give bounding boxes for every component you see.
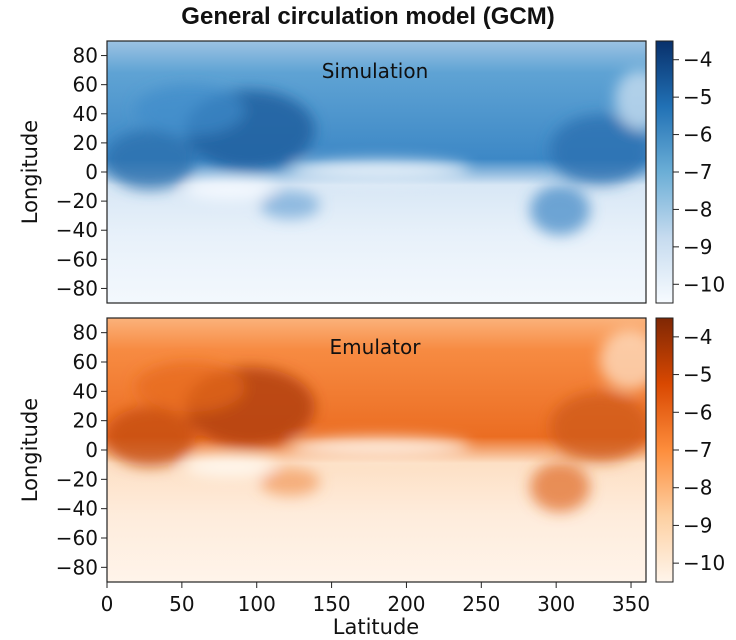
emulator-colorbar-tick-label: −4 bbox=[683, 325, 712, 349]
simulation-y-tick-label: 0 bbox=[85, 160, 98, 184]
emulator-y-tick-label: 60 bbox=[73, 350, 98, 374]
emulator-y-tick-label: 80 bbox=[73, 321, 98, 345]
emulator-y-tick-label: −40 bbox=[56, 497, 98, 521]
emulator-x-tick-label: 250 bbox=[462, 592, 500, 616]
simulation-colorbar-ticks: −4 −5 −6 −7 −8 −9 −10 bbox=[673, 48, 725, 296]
emulator-x-tick-label: 350 bbox=[612, 592, 650, 616]
emulator-colorbar-tick-label: −5 bbox=[683, 363, 712, 387]
emulator-ylabel: Longitude bbox=[18, 398, 42, 502]
simulation-colorbar-tick-label: −10 bbox=[683, 272, 725, 296]
simulation-panel-label: Simulation bbox=[322, 59, 429, 83]
emulator-colorbar-ticks: −4 −5 −6 −7 −8 −9 −10 bbox=[673, 325, 725, 575]
emulator-colorbar-tick-label: −10 bbox=[683, 551, 725, 575]
simulation-colorbar bbox=[655, 40, 674, 304]
emulator-field bbox=[107, 318, 646, 582]
emulator-y-tick-label: −80 bbox=[56, 555, 98, 579]
emulator-x-tick-label: 100 bbox=[238, 592, 276, 616]
simulation-y-tick-label: −40 bbox=[56, 218, 98, 242]
simulation-panel: Simulation Longitude 80 60 40 20 0 −20 −40 −60 −… bbox=[18, 40, 725, 304]
emulator-colorbar bbox=[655, 317, 674, 583]
simulation-y-ticks: 80 60 40 20 0 −20 −40 −60 −80 bbox=[56, 44, 107, 300]
emulator-y-tick-label: 0 bbox=[85, 438, 98, 462]
figure-title: General circulation model (GCM) bbox=[181, 3, 555, 30]
emulator-colorbar-tick-label: −8 bbox=[683, 476, 712, 500]
emulator-x-tick-label: 50 bbox=[169, 592, 194, 616]
emulator-x-tick-label: 200 bbox=[387, 592, 425, 616]
simulation-colorbar-tick-label: −6 bbox=[683, 123, 712, 147]
simulation-y-tick-label: 40 bbox=[73, 102, 98, 126]
emulator-y-tick-label: −60 bbox=[56, 526, 98, 550]
simulation-colorbar-tick-label: −4 bbox=[683, 48, 712, 72]
emulator-colorbar-tick-label: −9 bbox=[683, 513, 712, 537]
emulator-y-tick-label: 20 bbox=[73, 409, 98, 433]
simulation-colorbar-tick-label: −9 bbox=[683, 235, 712, 259]
emulator-x-tick-label: 0 bbox=[101, 592, 114, 616]
emulator-y-tick-label: 40 bbox=[73, 379, 98, 403]
simulation-y-tick-label: −80 bbox=[56, 276, 98, 300]
simulation-field bbox=[107, 41, 646, 303]
simulation-y-tick-label: 60 bbox=[73, 73, 98, 97]
emulator-x-tick-label: 300 bbox=[537, 592, 575, 616]
simulation-y-tick-label: −20 bbox=[56, 189, 98, 213]
emulator-xlabel: Latitude bbox=[333, 615, 419, 639]
emulator-panel: Emulator Longitude 806040200−20−40−60−80… bbox=[18, 317, 725, 639]
emulator-y-tick-label: −20 bbox=[56, 467, 98, 491]
emulator-y-ticks: 80 60 40 20 0 −20 −40 −60 −80 bbox=[56, 321, 107, 579]
simulation-y-tick-label: −60 bbox=[56, 247, 98, 271]
simulation-y-tick-label: 20 bbox=[73, 131, 98, 155]
emulator-x-ticks: 0 50 100 150 200 250 300 350 bbox=[101, 582, 650, 616]
emulator-panel-label: Emulator bbox=[330, 335, 422, 359]
simulation-y-tick-label: 80 bbox=[73, 44, 98, 68]
simulation-colorbar-tick-label: −5 bbox=[683, 85, 712, 109]
emulator-x-tick-label: 150 bbox=[312, 592, 350, 616]
emulator-colorbar-tick-label: −6 bbox=[683, 400, 712, 424]
simulation-colorbar-tick-label: −8 bbox=[683, 197, 712, 221]
simulation-colorbar-tick-label: −7 bbox=[683, 160, 712, 184]
simulation-ylabel: Longitude bbox=[18, 120, 42, 224]
emulator-colorbar-tick-label: −7 bbox=[683, 438, 712, 462]
